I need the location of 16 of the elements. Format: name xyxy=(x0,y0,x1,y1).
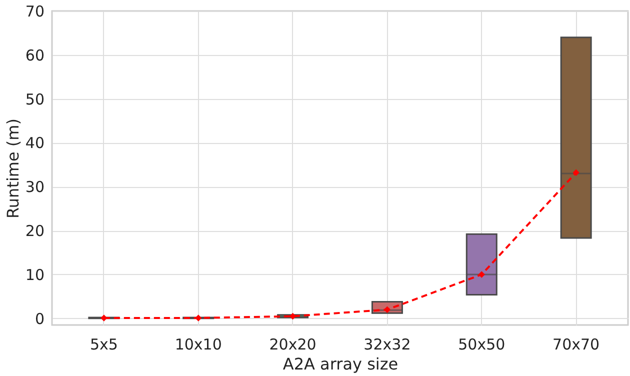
y-tick-label: 30 xyxy=(25,178,44,196)
x-tick-label: 70x70 xyxy=(552,336,600,354)
y-tick-label: 60 xyxy=(25,46,44,64)
y-tick-label: 70 xyxy=(25,2,44,20)
y-tick-label: 10 xyxy=(25,266,44,284)
y-axis-title: Runtime (m) xyxy=(3,118,22,218)
y-tick-label: 20 xyxy=(25,222,44,240)
x-axis-title: A2A array size xyxy=(282,354,398,374)
x-tick-label: 32x32 xyxy=(364,336,411,354)
x-tick-label: 50x50 xyxy=(458,336,506,354)
y-tick-label: 0 xyxy=(34,310,44,328)
y-tick-label: 40 xyxy=(25,134,44,152)
x-tick-label: 5x5 xyxy=(90,336,118,354)
y-tick-label: 50 xyxy=(25,90,44,108)
x-tick-label: 20x20 xyxy=(269,336,316,354)
x-tick-label: 10x10 xyxy=(174,336,222,354)
